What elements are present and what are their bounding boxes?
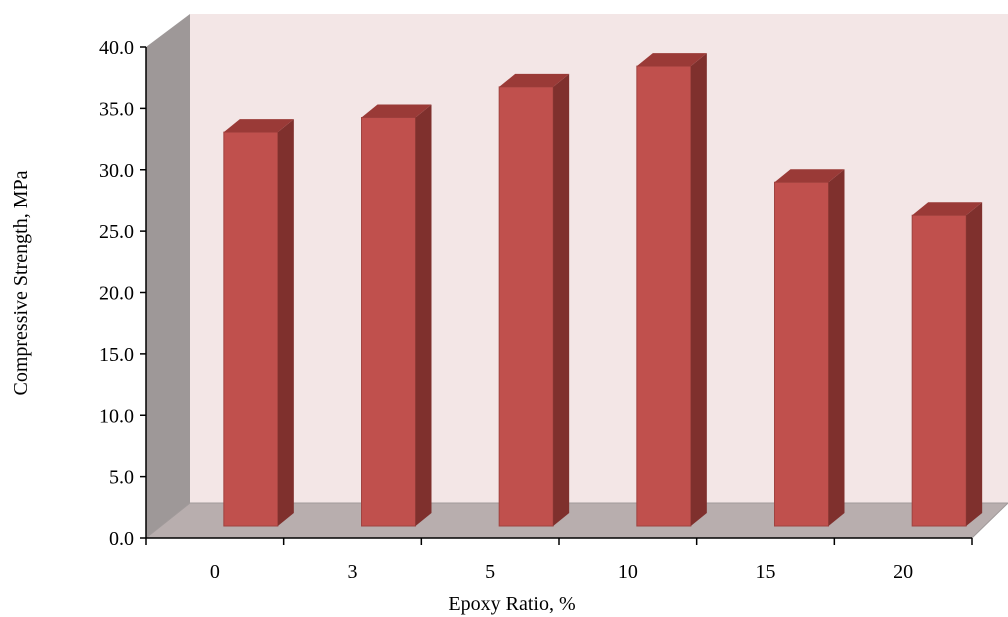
bar-front-face — [911, 214, 967, 527]
x-tick-label: 10 — [618, 561, 638, 583]
bar-side-face — [828, 169, 845, 526]
x-tick-label: 3 — [348, 561, 358, 583]
bar-top-face — [636, 53, 707, 67]
bar-side-face — [553, 73, 570, 526]
bar-20 — [911, 202, 983, 527]
y-tick-label: 0.0 — [109, 528, 134, 550]
bar-top-face — [361, 104, 432, 118]
y-tick-label: 20.0 — [99, 283, 134, 305]
bar-top-face — [499, 73, 570, 87]
bar-top-face — [912, 202, 983, 216]
bar-front-face — [498, 86, 554, 527]
y-tick-label: 10.0 — [99, 405, 134, 427]
bar-front-face — [774, 181, 829, 527]
bar-side-face — [277, 119, 294, 526]
chart-back-wall — [190, 14, 1008, 503]
chart-side-wall — [146, 14, 190, 538]
bar-3 — [361, 104, 432, 527]
y-tick-label: 35.0 — [99, 98, 134, 120]
bar-side-face — [690, 53, 707, 527]
x-axis-title: Epoxy Ratio, % — [448, 593, 575, 615]
bar-5 — [498, 73, 570, 527]
y-axis-title: Compressive Strength, MPa — [10, 170, 32, 395]
bar-series — [223, 53, 983, 527]
x-tick-label: 20 — [893, 561, 913, 583]
y-axis: 0.0 5.0 10.0 15.0 20.0 25.0 30.0 35.0 40.0 — [99, 37, 147, 550]
x-axis: 0 3 5 10 15 20 — [145, 537, 973, 583]
bar-front-face — [636, 65, 692, 527]
x-tick-label: 0 — [210, 561, 220, 583]
y-tick-label: 5.0 — [109, 467, 134, 489]
bar-top-face — [774, 169, 845, 183]
bar-front-face — [361, 116, 416, 527]
bar-front-face — [223, 131, 279, 527]
bar-10 — [636, 53, 707, 527]
y-tick-label: 30.0 — [99, 160, 134, 182]
bar-side-face — [415, 104, 432, 526]
y-tick-label: 15.0 — [99, 344, 134, 366]
bar-side-face — [966, 202, 983, 526]
y-tick-label: 40.0 — [99, 37, 134, 59]
bar-0 — [223, 119, 294, 527]
bar-top-face — [223, 119, 294, 133]
x-tick-label: 5 — [485, 561, 495, 583]
bar-15 — [774, 169, 845, 527]
x-tick-label: 15 — [756, 561, 776, 583]
y-tick-label: 25.0 — [99, 221, 134, 243]
